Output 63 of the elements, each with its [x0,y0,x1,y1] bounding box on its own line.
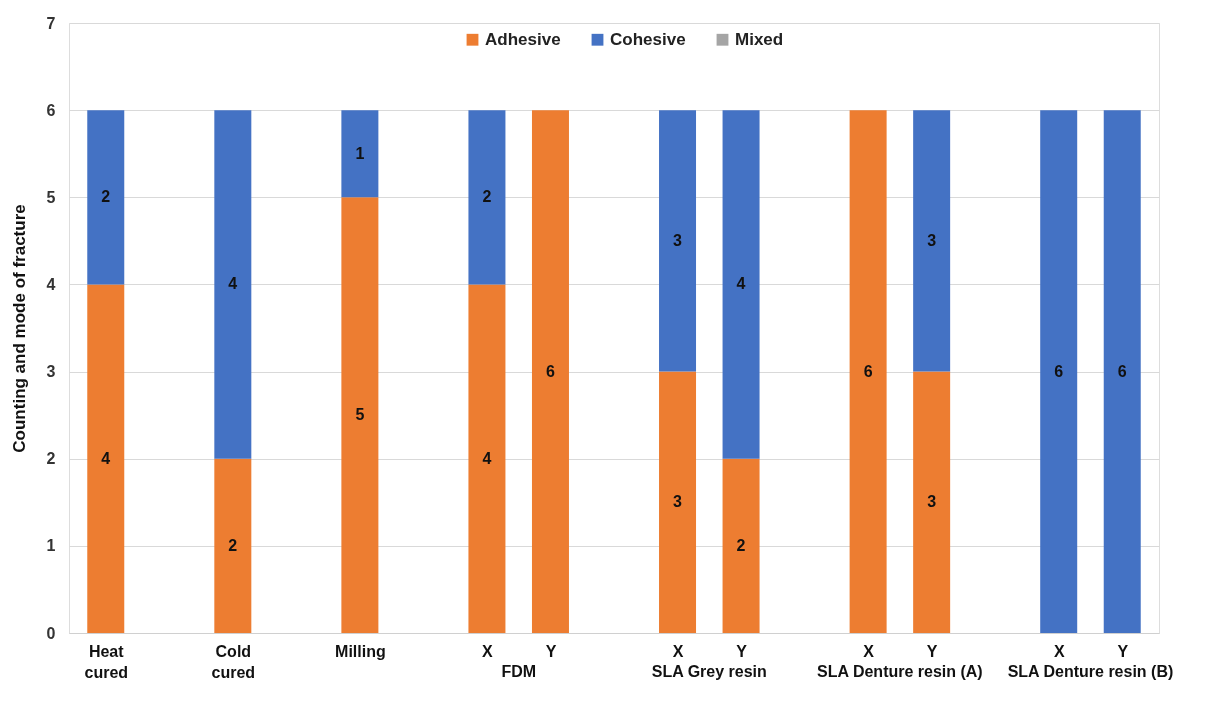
y-tick-label: 1 [46,537,56,555]
data-label: 1 [355,144,365,162]
bar [1040,110,1078,633]
x-tick-label: Heat cured [84,642,129,681]
bar [659,110,697,372]
data-label: 4 [736,275,746,293]
text: SLA Denture resin (B) [1007,663,1174,680]
y-tick-label: 5 [46,188,56,206]
y-tick-label: 0 [46,624,56,642]
bar [659,371,697,633]
bar [468,110,506,285]
x-tick-label: Y [736,642,748,660]
bar [1103,110,1141,633]
bar [468,284,506,633]
data-label: 4 [482,449,492,467]
y-axis-title: Counting and mode of fracture [9,204,29,453]
bar [913,110,951,372]
bar [341,110,379,198]
text: SLA Denture resin (A) [817,663,983,680]
data-label: 2 [482,188,492,206]
bar [849,110,887,633]
data-label: 6 [863,362,873,380]
data-label: 3 [927,231,937,249]
bar [87,284,125,633]
data-label: 3 [673,493,683,511]
data-label: 5 [355,406,365,424]
data-label: 2 [736,536,746,554]
data-label: 3 [927,493,937,511]
bar [214,458,252,633]
x-tick-label: X [863,642,875,660]
x-tick-label: Y [926,642,938,660]
bar [722,110,760,459]
data-label: 4 [101,449,111,467]
x-tick-label: Y [545,642,557,660]
y-tick-label: 3 [46,363,56,381]
data-label: 6 [546,362,556,380]
y-tick-label: 6 [46,101,56,119]
data-label: 4 [228,275,238,293]
x-tick-label: X [482,642,494,660]
x-tick-label: X [1053,642,1065,660]
legend-label: Cohesive [610,29,686,49]
data-label: 2 [101,188,111,206]
legend-label: Adhesive [485,29,561,49]
y-tick-label: 4 [46,275,56,293]
bar [214,110,252,459]
bar [531,110,569,633]
bar [87,110,125,285]
data-label: 6 [1054,362,1064,380]
x-tick-label: Y [1117,642,1129,660]
text: FDM [501,663,537,680]
x-tick-label: Milling [335,642,386,660]
text: SLA Grey resin [651,663,767,680]
bar [913,371,951,633]
x-tick-label: Cold cured [211,642,256,681]
data-label: 6 [1117,362,1127,380]
data-label: 3 [673,231,683,249]
bar [722,458,760,633]
data-label: 2 [228,536,238,554]
x-tick-label: X [672,642,684,660]
legend-label: Mixed [735,29,784,49]
y-tick-label: 2 [46,450,56,468]
y-tick-label: 7 [46,14,56,32]
bar [341,197,379,633]
